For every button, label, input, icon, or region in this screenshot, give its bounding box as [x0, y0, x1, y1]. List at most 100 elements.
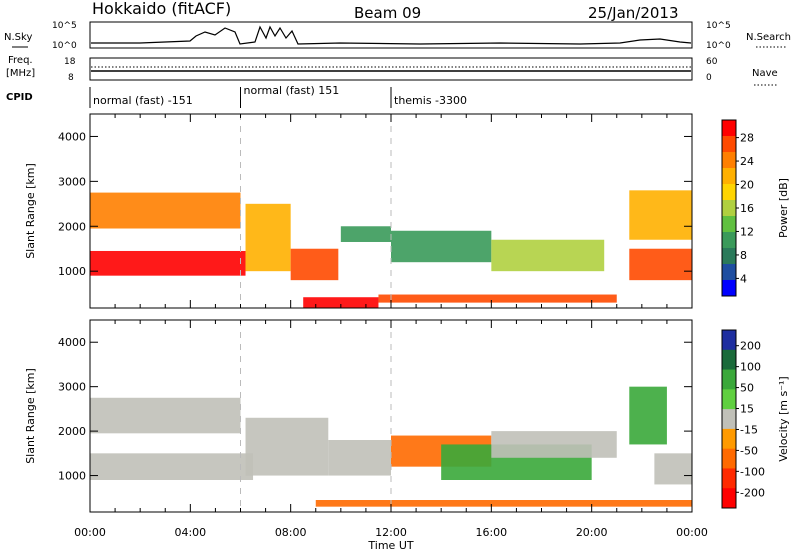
x-tick-label: 00:00 — [74, 526, 106, 539]
colorbar-tick-label: -100 — [740, 465, 765, 478]
colorbar-swatch — [722, 184, 736, 201]
y-tick-label: 3000 — [58, 381, 86, 394]
colorbar-frame — [721, 329, 737, 509]
colorbar-tick-label: 28 — [740, 132, 754, 145]
colorbar-tick-label: 24 — [740, 155, 754, 168]
cpid-label: CPID — [6, 92, 33, 103]
colorbar-tick-label: 15 — [740, 403, 754, 416]
x-tick-label: 20:00 — [576, 526, 608, 539]
power-panel: 1000 2000 3000 4000 Slant Range [km] — [24, 113, 693, 309]
y-tick-label: 2000 — [58, 425, 86, 438]
noise-left-tick-top: 10^5 — [52, 21, 77, 31]
y-axis-label: Slant Range [km] — [24, 163, 37, 259]
colorbar-tick-label: -50 — [740, 444, 758, 457]
data-region — [90, 453, 254, 480]
colorbar-tick-label: 16 — [740, 202, 754, 215]
data-region — [315, 500, 692, 507]
y-tick-label: 2000 — [58, 220, 86, 233]
data-region — [340, 226, 391, 242]
data-region — [629, 190, 692, 240]
y-tick-label: 4000 — [58, 130, 86, 143]
freq-label-line1: Freq. — [8, 55, 33, 66]
y-tick-label: 1000 — [58, 470, 86, 483]
colorbar-swatch — [722, 330, 736, 351]
cpid-segment-label: normal (fast) 151 — [244, 84, 340, 97]
x-tick-label: 00:00 — [676, 526, 708, 539]
data-region — [290, 248, 339, 281]
colorbar-swatch — [722, 136, 736, 153]
noise-right-tick-top: 10^5 — [706, 21, 731, 31]
data-region — [245, 203, 291, 272]
data-region — [328, 440, 391, 476]
colorbar-swatch — [722, 409, 736, 430]
noise-sky-trace — [91, 25, 692, 45]
colorbar-swatch — [722, 488, 736, 509]
data-region — [391, 230, 492, 263]
colorbar-tick-label: 12 — [740, 225, 754, 238]
data-region — [90, 250, 246, 276]
freq-right-tick-top: 60 — [706, 57, 718, 67]
data-region — [629, 248, 692, 281]
beam-title: Beam 09 — [354, 4, 421, 22]
noise-sky-label: N.Sky — [4, 32, 32, 43]
station-title: Hokkaido (fitACF) — [92, 0, 231, 18]
y-axis-label: Slant Range [km] — [24, 368, 37, 464]
y-tick-label: 1000 — [58, 265, 86, 278]
noise-left-tick-bottom: 10^0 — [52, 41, 77, 51]
colorbar-tick-label: 100 — [740, 361, 761, 374]
noise-panel-frame — [89, 21, 693, 49]
colorbar-swatch — [722, 120, 736, 137]
date-title: 25/Jan/2013 — [588, 4, 679, 22]
freq-right-tick-bottom: 0 — [706, 73, 712, 83]
colorbar-swatch — [722, 152, 736, 169]
colorbar-tick-label: 8 — [740, 249, 747, 262]
cpid-segment-label: themis -3300 — [394, 94, 467, 107]
freq-label-line2: [MHz] — [6, 68, 35, 79]
colorbar-swatch — [722, 200, 736, 217]
x-tick-label: 12:00 — [375, 526, 407, 539]
colorbar-swatch — [722, 280, 736, 297]
colorbar-tick-label: 50 — [740, 382, 754, 395]
y-tick-label: 3000 — [58, 175, 86, 188]
colorbar-tick-label: 200 — [740, 340, 761, 353]
time-axis: 00:00 04:00 08:00 12:00 16:00 20:00 00:00 — [74, 526, 708, 539]
velocity-panel: 1000 2000 3000 4000 Slant Range [km] — [24, 319, 693, 513]
colorbar-tick-label: 20 — [740, 179, 754, 192]
data-region — [654, 453, 692, 485]
colorbar-tick-label: 4 — [740, 272, 747, 285]
x-tick-label: 16:00 — [475, 526, 507, 539]
colorbar-tick-label: -15 — [740, 423, 758, 436]
colorbar-swatch — [722, 264, 736, 281]
colorbar-swatch — [722, 248, 736, 265]
data-region — [491, 239, 605, 272]
noise-right-tick-bottom: 10^0 — [706, 41, 731, 51]
colorbar-tick-label: -200 — [740, 486, 765, 499]
x-tick-label: 08:00 — [275, 526, 307, 539]
cpid-segment-label: normal (fast) -151 — [93, 94, 193, 107]
velocity-colorbar: 200 100 50 15 -15 -50 -100 -200 Velocity [m s⁻¹] — [721, 329, 790, 509]
data-region — [491, 431, 617, 458]
freq-left-tick-bottom: 8 — [68, 73, 74, 83]
data-region — [90, 397, 241, 434]
y-tick-label: 4000 — [58, 336, 86, 349]
freq-left-tick-top: 18 — [64, 57, 76, 67]
colorbar-label: Velocity [m s⁻¹] — [777, 376, 790, 461]
x-tick-label: 04:00 — [174, 526, 206, 539]
colorbar-swatch — [722, 369, 736, 390]
noise-search-label: N.Search — [746, 32, 791, 43]
colorbar-swatch — [722, 232, 736, 249]
colorbar-swatch — [722, 216, 736, 233]
time-axis-label: Time UT — [367, 539, 413, 552]
colorbar-swatch — [722, 468, 736, 489]
data-region — [629, 386, 667, 445]
data-region — [378, 294, 617, 303]
data-region — [303, 297, 379, 308]
freq-panel-frame — [89, 57, 693, 81]
colorbar-label: Power [dB] — [777, 178, 790, 238]
colorbar-swatch — [722, 349, 736, 371]
data-region — [90, 192, 241, 229]
nave-label: Nave — [752, 68, 778, 79]
colorbar-swatch — [722, 448, 736, 469]
data-region — [245, 417, 329, 476]
colorbar-swatch — [722, 168, 736, 185]
